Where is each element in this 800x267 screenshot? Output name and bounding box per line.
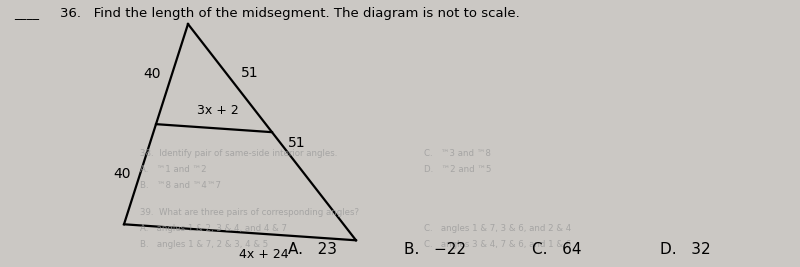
- Text: A.   ™1 and ™2: A. ™1 and ™2: [140, 165, 206, 174]
- Text: 36.   Find the length of the midsegment. The diagram is not to scale.: 36. Find the length of the midsegment. T…: [60, 7, 520, 20]
- Text: 40: 40: [113, 167, 130, 181]
- Text: C.   ™3 and ™8: C. ™3 and ™8: [424, 149, 491, 158]
- Text: D.   32: D. 32: [660, 242, 710, 257]
- Text: 39.  What are three pairs of corresponding angles?: 39. What are three pairs of correspondin…: [140, 208, 359, 217]
- Text: B.   −22: B. −22: [404, 242, 466, 257]
- Text: 51: 51: [288, 136, 306, 150]
- Text: B.   angles 1 & 7, 2 & 3, 4 & 5: B. angles 1 & 7, 2 & 3, 4 & 5: [140, 240, 268, 249]
- Text: C.   angles 1 & 7, 3 & 6, and 2 & 4: C. angles 1 & 7, 3 & 6, and 2 & 4: [424, 224, 571, 233]
- Text: 4x + 24: 4x + 24: [239, 248, 289, 261]
- Text: 38.  Identify pair of same-side interior angles.: 38. Identify pair of same-side interior …: [140, 149, 338, 158]
- Text: C.   angles 3 & 4, 7 & 6, and 1 & 6: C. angles 3 & 4, 7 & 6, and 1 & 6: [424, 240, 571, 249]
- Text: ____: ____: [14, 7, 39, 20]
- Text: 40: 40: [143, 67, 161, 81]
- Text: A.   23: A. 23: [288, 242, 337, 257]
- Text: D.   ™2 and ™5: D. ™2 and ™5: [424, 165, 491, 174]
- Text: B.   ™8 and ™4™7: B. ™8 and ™4™7: [140, 181, 221, 190]
- Text: C.   64: C. 64: [532, 242, 582, 257]
- Text: 51: 51: [242, 66, 259, 80]
- Text: 3x + 2: 3x + 2: [197, 104, 239, 117]
- Text: A.   angles 1 & 2, 3 & 4, and 4 & 7: A. angles 1 & 2, 3 & 4, and 4 & 7: [140, 224, 287, 233]
